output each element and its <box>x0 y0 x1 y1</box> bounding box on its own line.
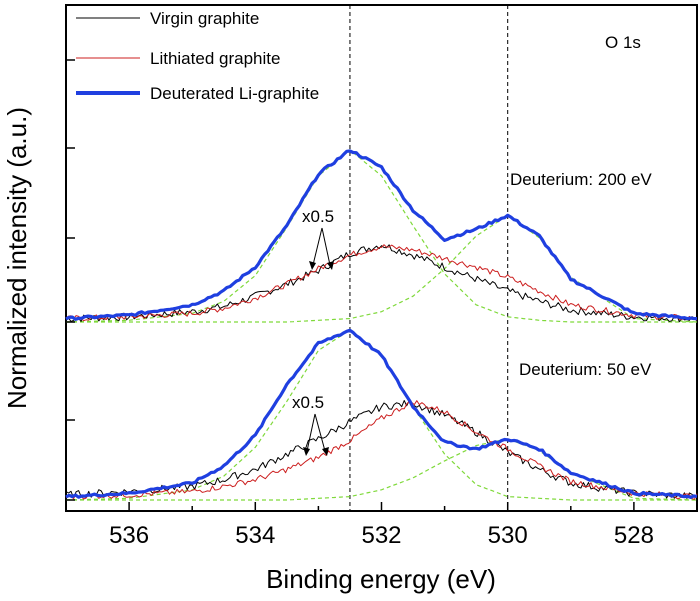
y-axis-label: Normalized intensity (a.u.) <box>2 107 32 409</box>
arrow-head-bottom-2 <box>322 447 329 456</box>
scale-annotation-top: x0.5 <box>302 207 334 270</box>
plot-frame <box>65 4 698 512</box>
scale-text-top: x0.5 <box>302 207 334 226</box>
arrow-line-top-2 <box>321 227 331 266</box>
arrow-line-bottom-1 <box>306 413 316 452</box>
x-tick-label-4: 528 <box>614 522 654 549</box>
panel-label: O 1s <box>605 33 641 52</box>
series-line-p0-2 <box>65 149 698 321</box>
legend: Virgin graphite Lithiated graphite Deute… <box>76 9 319 103</box>
fit-curve-p1-1 <box>66 438 698 501</box>
legend-label-virgin: Virgin graphite <box>150 9 259 28</box>
axis-ticks: 536 534 532 530 528 <box>65 59 698 549</box>
series-line-p1-2 <box>65 328 698 499</box>
arrow-head-top-2 <box>327 261 334 270</box>
scale-annotation-bottom: x0.5 <box>292 393 329 456</box>
fit-components <box>65 149 698 501</box>
reference-lines <box>349 5 509 511</box>
arrow-line-top-1 <box>312 227 323 266</box>
panel-label-200ev: Deuterium: 200 eV <box>510 170 652 189</box>
series-line-p1-1 <box>65 400 698 500</box>
x-tick-label-0: 536 <box>109 522 149 549</box>
arrow-head-top-1 <box>309 261 316 270</box>
fit-curve-p0-1 <box>66 214 698 323</box>
x-tick-label-1: 534 <box>235 522 275 549</box>
arrow-head-bottom-1 <box>303 447 310 456</box>
series-line-p0-1 <box>65 244 698 322</box>
scale-text-bottom: x0.5 <box>292 393 324 412</box>
panel-label-50ev: Deuterium: 50 eV <box>519 360 652 379</box>
x-axis-label: Binding energy (eV) <box>266 564 496 594</box>
x-tick-label-3: 530 <box>488 522 528 549</box>
legend-label-lithiated: Lithiated graphite <box>150 49 280 68</box>
legend-label-deuterated: Deuterated Li-graphite <box>150 84 319 103</box>
arrow-line-bottom-2 <box>314 413 326 452</box>
series-lines <box>65 149 698 500</box>
series-line-p0-0 <box>65 244 698 323</box>
x-tick-label-2: 532 <box>361 522 401 549</box>
